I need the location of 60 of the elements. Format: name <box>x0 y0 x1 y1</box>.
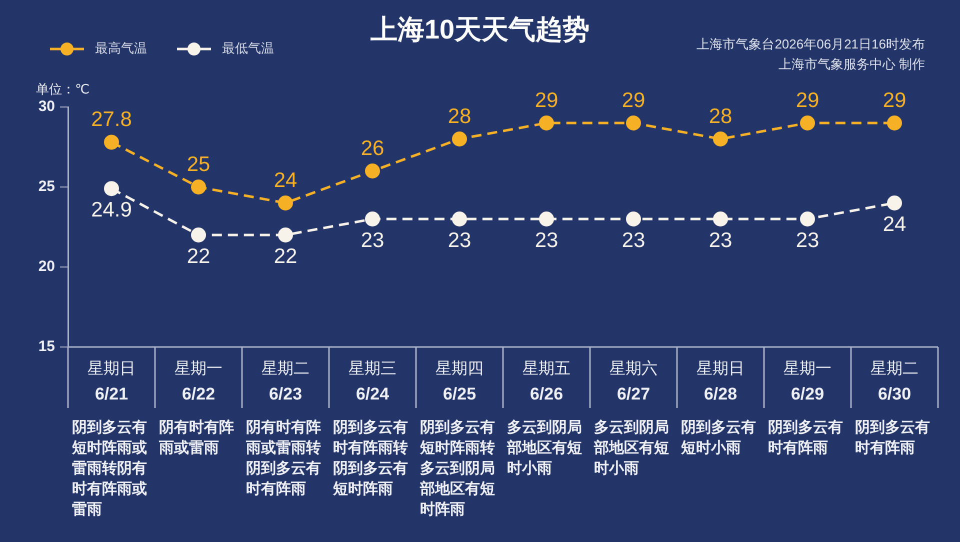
point <box>626 116 641 130</box>
point <box>452 212 467 226</box>
x-tick-label: 星期一 6/29 阴到多云有时有阵雨 <box>768 359 843 457</box>
data-label: 28 <box>708 104 732 128</box>
legend-label: 最高气温 <box>95 40 147 56</box>
point <box>887 116 902 130</box>
data-label: 23 <box>796 228 820 252</box>
point <box>539 212 554 226</box>
data-label: 25 <box>186 152 210 176</box>
x-tick-label: 星期日 6/21 阴到多云有短时阵雨或雷雨转阴有时有阵雨或雷雨 <box>71 359 147 518</box>
x-tick-label: 星期六 6/27 多云到阴局部地区有短时小雨 <box>593 359 669 478</box>
data-label: 26 <box>360 136 384 160</box>
y-tick-label: 15 <box>38 338 55 356</box>
point <box>365 164 380 178</box>
data-label: 23 <box>360 228 384 252</box>
y-tick-label: 20 <box>38 258 55 276</box>
data-label: 29 <box>534 88 558 112</box>
point <box>800 212 815 226</box>
data-label: 28 <box>448 104 472 128</box>
y-axis-title: 单位：℃ <box>36 82 90 97</box>
data-label: 23 <box>448 228 472 252</box>
point <box>713 212 728 226</box>
point <box>278 196 293 210</box>
point <box>191 180 206 194</box>
x-tick-label: 星期日 6/28 阴到多云有短时小雨 <box>680 359 756 457</box>
data-label: 24 <box>274 168 298 192</box>
y-tick-label: 30 <box>38 98 55 116</box>
point <box>626 212 641 226</box>
data-label: 29 <box>622 88 646 112</box>
point <box>713 132 728 146</box>
data-label: 22 <box>186 244 210 268</box>
data-label: 23 <box>534 228 558 252</box>
x-tick-label: 星期三 6/24 阴到多云有时有阵雨转阴到多云有短时阵雨 <box>332 359 408 498</box>
text: 上海市气象服务中心 制作 <box>778 56 925 72</box>
point <box>365 212 380 226</box>
point <box>452 132 467 146</box>
y-tick-label: 25 <box>38 178 55 196</box>
data-label: 29 <box>882 88 906 112</box>
x-tick-label: 星期二 6/23 阴有时有阵雨或雷雨转阴到多云有时有阵雨 <box>245 359 321 498</box>
data-label: 23 <box>622 228 646 252</box>
point <box>191 228 206 242</box>
x-tick-label: 星期一 6/22 阴有时有阵雨或雷雨 <box>158 359 234 457</box>
data-label: 23 <box>708 228 732 252</box>
data-label: 24.9 <box>91 198 132 222</box>
data-label: 24 <box>882 212 906 236</box>
point <box>800 116 815 130</box>
x-tick-label: 星期四 6/25 阴到多云有短时阵雨转多云到阴局部地区有短时阵雨 <box>419 359 495 518</box>
x-tick-label: 星期二 6/30 阴到多云有时有阵雨 <box>855 359 930 457</box>
point <box>104 134 119 150</box>
point <box>539 116 554 130</box>
point <box>278 228 293 242</box>
data-label: 22 <box>274 244 298 268</box>
text: 上海市气象台2026年06月21日16时发布 <box>696 36 925 52</box>
data-label: 29 <box>796 88 820 112</box>
x-tick-label: 星期五 6/26 多云到阴局部地区有短时小雨 <box>506 359 582 478</box>
legend-label: 最低气温 <box>222 40 274 56</box>
chart-title: 上海10天天气趋势 <box>369 14 590 44</box>
data-label: 27.8 <box>91 108 132 131</box>
point <box>887 196 902 210</box>
point <box>104 181 119 196</box>
